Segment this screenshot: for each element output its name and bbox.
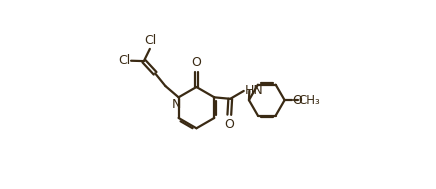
Text: Cl: Cl bbox=[118, 54, 130, 67]
Text: HN: HN bbox=[245, 84, 263, 97]
Text: O: O bbox=[191, 56, 201, 69]
Text: O: O bbox=[292, 94, 302, 107]
Text: O: O bbox=[225, 118, 234, 131]
Text: CH₃: CH₃ bbox=[299, 94, 320, 107]
Text: N: N bbox=[172, 98, 181, 112]
Text: Cl: Cl bbox=[144, 34, 157, 47]
